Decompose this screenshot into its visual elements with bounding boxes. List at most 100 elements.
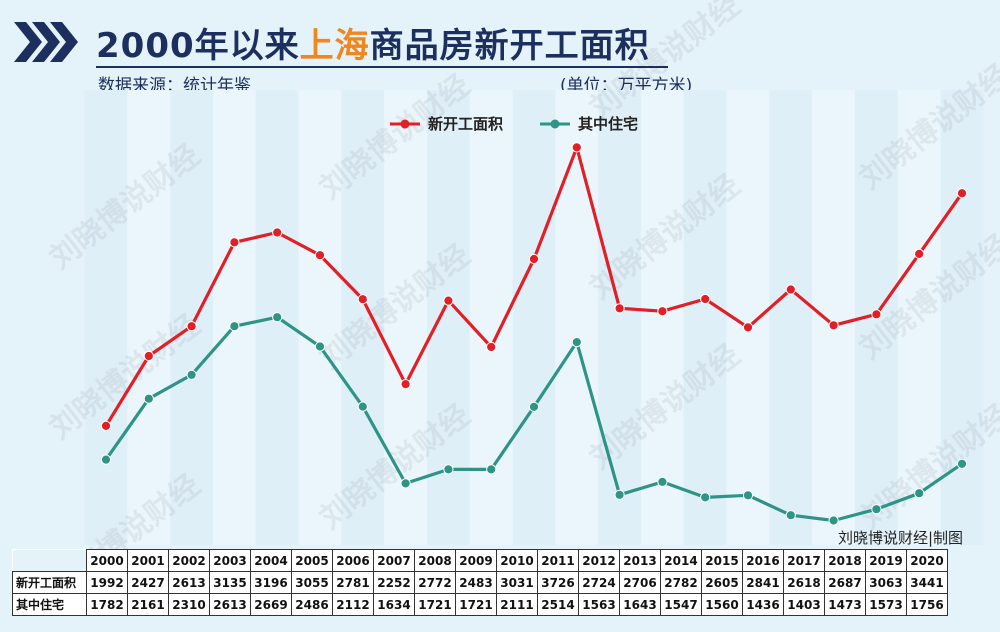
- data-point: [186, 321, 197, 332]
- column-band: [298, 90, 342, 545]
- data-point: [314, 250, 326, 261]
- data-point: [528, 253, 540, 265]
- data-point: [871, 309, 882, 320]
- data-point: [229, 237, 240, 248]
- table-cell: 2782: [660, 571, 702, 594]
- table-cell: 2613: [168, 571, 210, 594]
- column-band: [384, 90, 427, 545]
- data-point: [956, 458, 968, 469]
- table-cell: 2618: [783, 571, 825, 594]
- table-corner: [12, 549, 87, 572]
- table-cell: 2724: [578, 571, 620, 594]
- table-year-cell: 2014: [660, 549, 702, 572]
- table-cell: 2781: [332, 571, 374, 594]
- data-point: [657, 476, 668, 487]
- table-cell: 1721: [414, 593, 456, 616]
- table-year-cell: 2016: [742, 549, 784, 572]
- column-band: [84, 90, 128, 545]
- table-cell: 1782: [86, 593, 128, 616]
- column-band: [940, 90, 984, 545]
- data-point: [571, 337, 582, 348]
- background-stripes: [84, 90, 984, 545]
- data-point: [571, 142, 582, 153]
- table-year-cell: 2009: [455, 549, 497, 572]
- table-year-cell: 2012: [578, 549, 620, 572]
- legend-label: 新开工面积: [428, 115, 503, 133]
- data-point: [828, 515, 839, 526]
- data-point: [400, 379, 411, 390]
- data-point: [956, 188, 968, 199]
- table-cell: 1436: [742, 593, 784, 616]
- table-year-cell: 2008: [414, 549, 456, 572]
- data-point: [914, 488, 925, 499]
- data-point: [742, 490, 754, 501]
- column-band: [170, 90, 213, 545]
- table-year-cell: 2003: [209, 549, 251, 572]
- table-row-new: 新开工面积 1992 2427 2613 3135 3196 3055 2781 2252 277…: [12, 571, 948, 594]
- table-row-label: 其中住宅: [12, 593, 87, 616]
- column-band: [213, 90, 256, 545]
- data-point: [785, 510, 796, 521]
- table-year-cell: 2002: [168, 549, 210, 572]
- table-row-label: 新开工面积: [12, 571, 87, 594]
- table-year-cell: 2019: [865, 549, 907, 572]
- table-cell: 2310: [168, 593, 210, 616]
- table-row-res: 其中住宅 1782 2161 2310 2613 2669 2486 2112 1634 1721…: [12, 593, 948, 616]
- table-cell: 3055: [291, 571, 333, 594]
- table-year-cell: 2011: [537, 549, 579, 572]
- column-band: [769, 90, 813, 545]
- data-point: [357, 401, 368, 412]
- data-point: [700, 492, 711, 503]
- table-cell: 2669: [250, 593, 292, 616]
- chevron-right-icon: [14, 22, 78, 62]
- column-band: [683, 90, 727, 545]
- table-cell: 1992: [86, 571, 128, 594]
- table-cell: 2483: [455, 571, 497, 594]
- data-point: [871, 504, 882, 515]
- credit-label: 刘晓博说财经|制图: [838, 529, 964, 547]
- table-cell: 3135: [209, 571, 251, 594]
- data-point: [700, 293, 711, 305]
- table-cell: 2161: [127, 593, 169, 616]
- table-cell: 2514: [537, 593, 579, 616]
- legend-marker: [550, 119, 560, 129]
- data-point: [828, 320, 839, 331]
- table-cell: 2613: [209, 593, 251, 616]
- table-year-cell: 2007: [373, 549, 415, 572]
- table-year-cell: 2005: [291, 549, 333, 572]
- data-point: [914, 248, 925, 259]
- table-cell: 1643: [619, 593, 661, 616]
- column-band: [897, 90, 941, 545]
- column-band: [341, 90, 385, 545]
- data-point: [272, 227, 283, 238]
- column-band: [598, 90, 641, 545]
- table-year-cell: 2015: [701, 549, 743, 572]
- column-band: [512, 90, 556, 545]
- column-band: [641, 90, 684, 545]
- table-year-row: 2000 2001 2002 2003 2004 2005 2006 2007 2008 2009…: [12, 549, 948, 572]
- data-point: [143, 350, 154, 362]
- data-point: [143, 393, 154, 404]
- data-point: [486, 464, 497, 475]
- title-divider: [96, 66, 668, 68]
- table-cell: 2605: [701, 571, 743, 594]
- table-cell: 1563: [578, 593, 620, 616]
- table-cell: 3196: [250, 571, 292, 594]
- table-cell: 2252: [373, 571, 415, 594]
- data-point: [314, 341, 326, 352]
- data-point: [614, 303, 625, 314]
- column-band: [555, 90, 599, 545]
- table-cell: 1473: [824, 593, 866, 616]
- data-point: [443, 464, 454, 475]
- title-highlight: 上海: [299, 26, 370, 66]
- table-cell: 1756: [906, 593, 948, 616]
- data-point: [785, 284, 796, 295]
- chart-legend: 新开工面积 其中住宅: [390, 115, 638, 133]
- table-cell: 3031: [496, 571, 538, 594]
- data-point: [272, 312, 283, 323]
- data-point: [400, 478, 411, 489]
- data-point: [443, 295, 454, 306]
- table-cell: 1573: [865, 593, 907, 616]
- table-year-cell: 2017: [783, 549, 825, 572]
